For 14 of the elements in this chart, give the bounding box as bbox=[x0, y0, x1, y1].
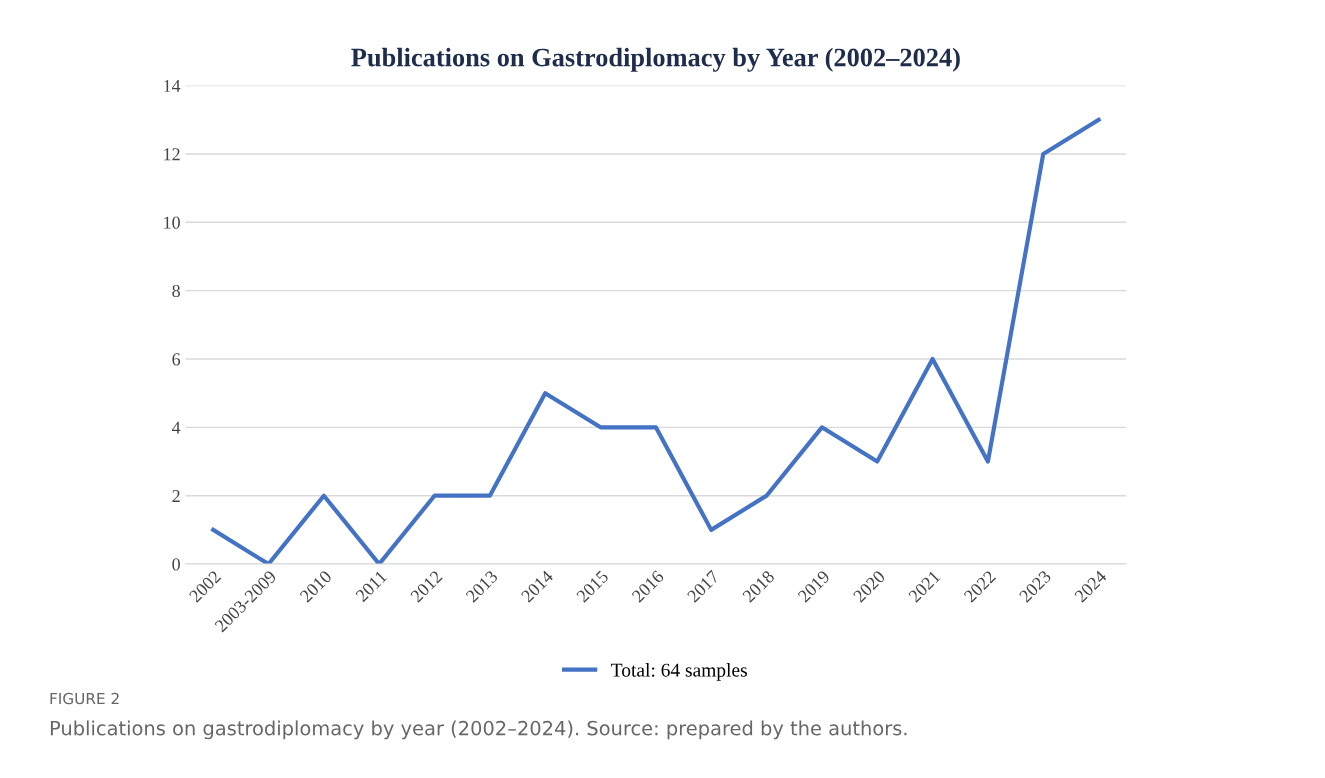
y-tick-label: 8 bbox=[172, 284, 180, 298]
y-tick-label: 4 bbox=[171, 421, 181, 434]
legend-label: Total: 64 samples bbox=[611, 663, 747, 681]
y-tick-label: 0 bbox=[172, 558, 180, 571]
text: Publications on gastrodiplomacy by year (2002–2024). Source: prepared by the authors. bbox=[50, 720, 907, 740]
y-tick-label: 2 bbox=[172, 490, 180, 502]
y-tick-label: 10 bbox=[164, 216, 180, 229]
line-series bbox=[211, 117, 1101, 565]
y-tick-label: 14 bbox=[164, 79, 181, 92]
chart-title: Publications on Gastrodiplomacy by Year (2002–2024) bbox=[351, 47, 960, 72]
caption: FIGURE 2 bbox=[50, 692, 119, 705]
y-tick-label: 12 bbox=[164, 148, 180, 161]
y-tick-label: 6 bbox=[172, 353, 181, 366]
x-tick-label: 2011 bbox=[355, 570, 388, 603]
